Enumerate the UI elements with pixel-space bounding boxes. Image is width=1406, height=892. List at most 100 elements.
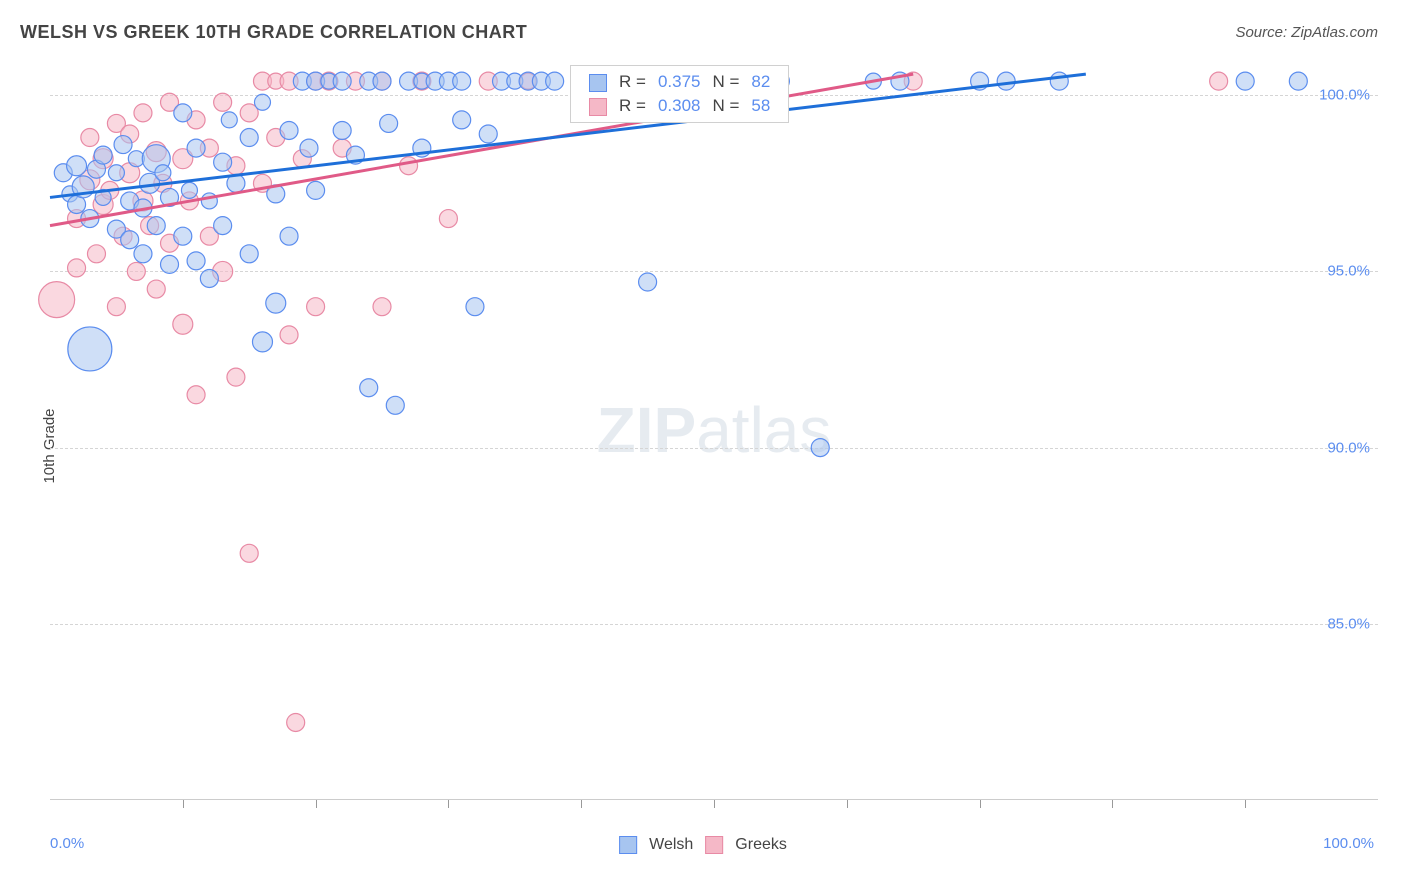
- series1-point: [187, 139, 205, 157]
- series1-point: [134, 245, 152, 263]
- series1-point: [453, 72, 471, 90]
- series2-point: [39, 282, 75, 318]
- series2-point: [307, 298, 325, 316]
- chart-title: WELSH VS GREEK 10TH GRADE CORRELATION CH…: [20, 22, 527, 43]
- series1-point: [1236, 72, 1254, 90]
- series2-point: [87, 245, 105, 263]
- series1-point: [360, 379, 378, 397]
- series1-point: [254, 94, 270, 110]
- series1-point: [214, 217, 232, 235]
- series2-point: [81, 129, 99, 147]
- series2-point: [439, 210, 457, 228]
- series1-point: [68, 327, 112, 371]
- series2-point: [173, 314, 193, 334]
- series2-point: [134, 104, 152, 122]
- x-start-label: 0.0%: [50, 835, 84, 852]
- x-end-label: 100.0%: [1323, 835, 1374, 852]
- chart-container: WELSH VS GREEK 10TH GRADE CORRELATION CH…: [0, 0, 1406, 892]
- series2-point: [107, 298, 125, 316]
- y-tick-label: 90.0%: [1327, 439, 1370, 456]
- series1-point: [479, 125, 497, 143]
- series1-point: [280, 227, 298, 245]
- series1-point: [252, 332, 272, 352]
- bottom-legend-label: Welsh: [649, 836, 693, 853]
- series1-point: [161, 255, 179, 273]
- y-tick-label: 85.0%: [1327, 615, 1370, 632]
- series2-point: [127, 262, 145, 280]
- series1-point: [266, 293, 286, 313]
- legend-r-label: R =: [613, 70, 652, 94]
- series1-point: [466, 298, 484, 316]
- legend-swatch: [589, 74, 607, 92]
- legend-n-label: N =: [706, 70, 745, 94]
- bottom-legend-swatch: [619, 836, 637, 854]
- series1-point: [380, 114, 398, 132]
- series1-point: [147, 217, 165, 235]
- legend-row: R =0.375N =82: [583, 70, 776, 94]
- series2-point: [227, 368, 245, 386]
- series1-point: [280, 121, 298, 139]
- series1-point: [174, 227, 192, 245]
- x-tick: [1245, 800, 1246, 808]
- legend-r-value: 0.308: [652, 94, 707, 118]
- x-tick: [847, 800, 848, 808]
- series2-point: [280, 326, 298, 344]
- trendline-series1: [50, 74, 1086, 197]
- series2-point: [187, 386, 205, 404]
- series1-point: [240, 245, 258, 263]
- series1-point: [114, 136, 132, 154]
- bottom-legend: Welsh Greeks: [613, 836, 793, 854]
- stats-legend: R =0.375N =82R =0.308N =58: [570, 65, 789, 123]
- series1-point: [811, 439, 829, 457]
- series1-point: [1050, 72, 1068, 90]
- series2-point: [240, 544, 258, 562]
- series2-point: [400, 157, 418, 175]
- legend-swatch: [589, 98, 607, 116]
- plot-svg: [50, 60, 1378, 800]
- series1-point: [997, 72, 1015, 90]
- series1-point: [174, 104, 192, 122]
- x-tick: [183, 800, 184, 808]
- series1-point: [639, 273, 657, 291]
- legend-n-value: 58: [745, 94, 776, 118]
- series2-point: [214, 93, 232, 111]
- series1-point: [121, 231, 139, 249]
- legend-r-label: R =: [613, 94, 652, 118]
- x-tick: [316, 800, 317, 808]
- series1-point: [307, 181, 325, 199]
- series1-point: [373, 72, 391, 90]
- x-tick: [448, 800, 449, 808]
- series1-point: [108, 165, 124, 181]
- legend-n-value: 82: [745, 70, 776, 94]
- series1-point: [187, 252, 205, 270]
- series1-point: [221, 112, 237, 128]
- y-tick-label: 100.0%: [1319, 87, 1370, 104]
- x-tick: [1112, 800, 1113, 808]
- series1-point: [1289, 72, 1307, 90]
- series1-point: [333, 121, 351, 139]
- series1-point: [181, 182, 197, 198]
- series1-point: [333, 72, 351, 90]
- series1-point: [386, 396, 404, 414]
- bottom-legend-swatch: [705, 836, 723, 854]
- series1-point: [200, 269, 218, 287]
- series2-point: [147, 280, 165, 298]
- series1-point: [214, 153, 232, 171]
- source-credit: Source: ZipAtlas.com: [1235, 24, 1378, 41]
- series1-point: [155, 165, 171, 181]
- series2-point: [68, 259, 86, 277]
- legend-n-label: N =: [706, 94, 745, 118]
- series2-point: [373, 298, 391, 316]
- series2-point: [1210, 72, 1228, 90]
- series1-point: [94, 146, 112, 164]
- series1-point: [300, 139, 318, 157]
- bottom-legend-label: Greeks: [735, 836, 787, 853]
- legend-row: R =0.308N =58: [583, 94, 776, 118]
- series1-point: [546, 72, 564, 90]
- legend-r-value: 0.375: [652, 70, 707, 94]
- x-tick: [581, 800, 582, 808]
- series1-point: [67, 156, 87, 176]
- plot-area: ZIPatlas R =0.375N =82R =0.308N =58 100.…: [50, 60, 1378, 800]
- series2-point: [287, 713, 305, 731]
- y-tick-label: 95.0%: [1327, 263, 1370, 280]
